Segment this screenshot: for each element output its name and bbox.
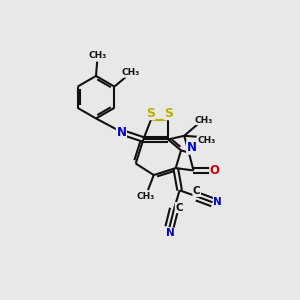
Text: S: S (164, 107, 173, 120)
Text: N: N (187, 141, 196, 154)
Text: CH₃: CH₃ (122, 68, 140, 77)
Text: N: N (116, 126, 126, 139)
Text: CH₃: CH₃ (197, 136, 215, 145)
Text: C: C (193, 187, 200, 196)
Text: S: S (146, 107, 155, 120)
Text: N: N (166, 228, 174, 238)
Text: C: C (175, 202, 183, 213)
Text: CH₃: CH₃ (89, 51, 107, 60)
Text: O: O (210, 164, 220, 177)
Text: N: N (213, 197, 222, 207)
Text: CH₃: CH₃ (194, 116, 212, 124)
Text: CH₃: CH₃ (136, 192, 155, 201)
